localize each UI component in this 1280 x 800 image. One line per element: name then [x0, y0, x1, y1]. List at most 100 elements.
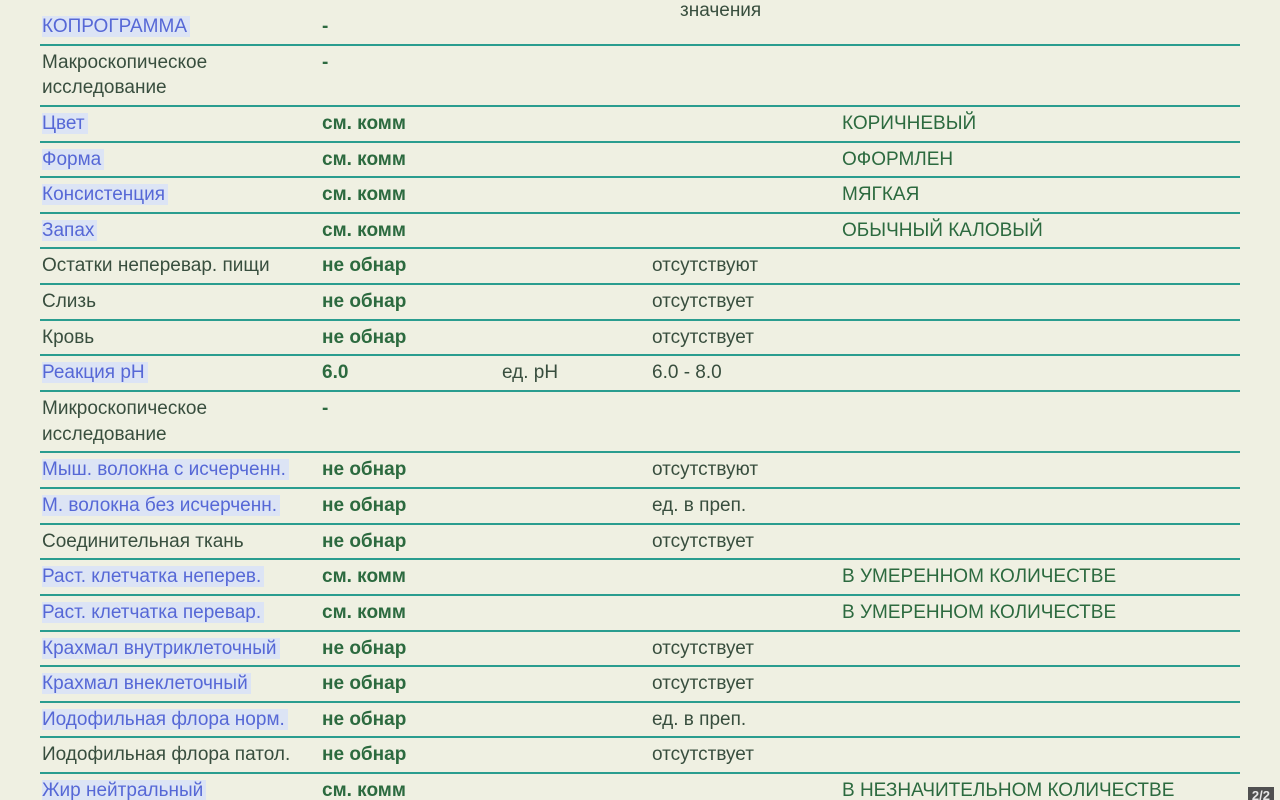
cell-unit — [500, 488, 650, 524]
parameter-link[interactable]: Раст. клетчатка перевар. — [42, 602, 264, 623]
parameter-link[interactable]: Мыш. волокна с исчерченн. — [42, 459, 289, 480]
cell-unit — [500, 391, 650, 452]
cell-name: Жир нейтральный — [40, 773, 320, 800]
cell-comment: МЯГКАЯ — [840, 177, 1240, 213]
result-value: см. комм — [322, 780, 406, 800]
cell-unit — [500, 106, 650, 142]
result-value: - — [322, 398, 328, 419]
result-value: не обнар — [322, 531, 406, 552]
cell-comment — [840, 452, 1240, 488]
cell-unit — [500, 45, 650, 106]
header-fragment: значения — [680, 0, 761, 22]
cell-name: Соединительная ткань — [40, 524, 320, 560]
cell-comment — [840, 631, 1240, 667]
cell-reference: отсутствует — [650, 320, 840, 356]
parameter-label: Остатки неперевар. пищи — [42, 255, 270, 276]
table-row: Макроскопическое исследование - — [40, 45, 1240, 106]
parameter-link[interactable]: Запах — [42, 220, 97, 241]
parameter-link[interactable]: Консистенция — [42, 184, 168, 205]
cell-reference — [650, 45, 840, 106]
result-value: см. комм — [322, 149, 406, 170]
parameter-link[interactable]: Иодофильная флора норм. — [42, 709, 288, 730]
cell-reference: отсутствует — [650, 524, 840, 560]
cell-result: не обнар — [320, 666, 500, 702]
cell-result: не обнар — [320, 284, 500, 320]
cell-comment — [840, 10, 1240, 45]
parameter-label: Иодофильная флора патол. — [42, 744, 290, 765]
parameter-link[interactable]: Цвет — [42, 113, 88, 134]
cell-comment: ОБЫЧНЫЙ КАЛОВЫЙ — [840, 213, 1240, 249]
parameter-link[interactable]: Крахмал внутриклеточный — [42, 638, 280, 659]
table-row: Иодофильная флора норм.не обнаред. в пре… — [40, 702, 1240, 738]
cell-reference: ед. в преп. — [650, 488, 840, 524]
cell-reference: отсутствует — [650, 284, 840, 320]
cell-reference: 6.0 - 8.0 — [650, 355, 840, 391]
cell-result: см. комм — [320, 213, 500, 249]
cell-result: не обнар — [320, 452, 500, 488]
parameter-label: Кровь — [42, 327, 94, 348]
cell-result: - — [320, 391, 500, 452]
cell-result: не обнар — [320, 320, 500, 356]
table-row: Крахмал внутриклеточныйне обнаротсутству… — [40, 631, 1240, 667]
table-row: Форма см. комм ОФОРМЛЕН — [40, 142, 1240, 178]
cell-comment — [840, 320, 1240, 356]
cell-reference — [650, 142, 840, 178]
parameter-link[interactable]: М. волокна без исчерченн. — [42, 495, 280, 516]
results-table: КОПРОГРАММА-Макроскопическое исследовани… — [40, 10, 1240, 800]
cell-result: не обнар — [320, 737, 500, 773]
parameter-link[interactable]: Реакция pH — [42, 362, 148, 383]
cell-unit — [500, 142, 650, 178]
cell-name: Иодофильная флора патол. — [40, 737, 320, 773]
table-row: Кровь не обнар отсутствует — [40, 320, 1240, 356]
table-row: М. волокна без исчерченн. не обнар ед. в п… — [40, 488, 1240, 524]
cell-reference: отсутствует — [650, 666, 840, 702]
cell-unit — [500, 320, 650, 356]
result-value: не обнар — [322, 495, 406, 516]
result-value: не обнар — [322, 459, 406, 480]
cell-unit: ед. pH — [500, 355, 650, 391]
parameter-link[interactable]: Раст. клетчатка неперев. — [42, 566, 264, 587]
cell-comment — [840, 284, 1240, 320]
cell-name: Остатки неперевар. пищи — [40, 248, 320, 284]
parameter-link[interactable]: Форма — [42, 149, 104, 170]
cell-reference — [650, 213, 840, 249]
table-row: Крахмал внеклеточный не обнар отсутствует — [40, 666, 1240, 702]
table-row: Консистенция см. комм МЯГКАЯ — [40, 177, 1240, 213]
cell-name: Иодофильная флора норм. — [40, 702, 320, 738]
table-row: Иодофильная флора патол.не обнаротсутств… — [40, 737, 1240, 773]
cell-name: М. волокна без исчерченн. — [40, 488, 320, 524]
page-indicator: 2/2 — [1248, 787, 1274, 800]
cell-name: Реакция pH — [40, 355, 320, 391]
result-value: - — [322, 16, 328, 37]
cell-reference — [650, 559, 840, 595]
cell-comment — [840, 488, 1240, 524]
cell-name: Раст. клетчатка неперев. — [40, 559, 320, 595]
cell-unit — [500, 702, 650, 738]
cell-comment: В НЕЗНАЧИТЕЛЬНОМ КОЛИЧЕСТВЕ — [840, 773, 1240, 800]
cell-unit — [500, 631, 650, 667]
cell-name: Консистенция — [40, 177, 320, 213]
parameter-link[interactable]: КОПРОГРАММА — [42, 16, 190, 37]
cell-reference — [650, 106, 840, 142]
parameter-label: Макроскопическое исследование — [42, 52, 207, 99]
cell-unit — [500, 595, 650, 631]
cell-result: 6.0 — [320, 355, 500, 391]
result-value: см. комм — [322, 184, 406, 205]
parameter-link[interactable]: Крахмал внеклеточный — [42, 673, 251, 694]
table-row: Раст. клетчатка неперев.см. коммВ УМЕРЕН… — [40, 559, 1240, 595]
cell-name: Запах — [40, 213, 320, 249]
parameter-link[interactable]: Жир нейтральный — [42, 780, 206, 800]
cell-name: Кровь — [40, 320, 320, 356]
cell-result: не обнар — [320, 248, 500, 284]
cell-comment — [840, 737, 1240, 773]
cell-comment: ОФОРМЛЕН — [840, 142, 1240, 178]
cell-unit — [500, 524, 650, 560]
result-value: не обнар — [322, 709, 406, 730]
result-value: см. комм — [322, 566, 406, 587]
cell-result: - — [320, 45, 500, 106]
cell-unit — [500, 666, 650, 702]
cell-unit — [500, 10, 650, 45]
table-row: Цветсм. коммКОРИЧНЕВЫЙ — [40, 106, 1240, 142]
cell-comment — [840, 702, 1240, 738]
cell-comment — [840, 391, 1240, 452]
